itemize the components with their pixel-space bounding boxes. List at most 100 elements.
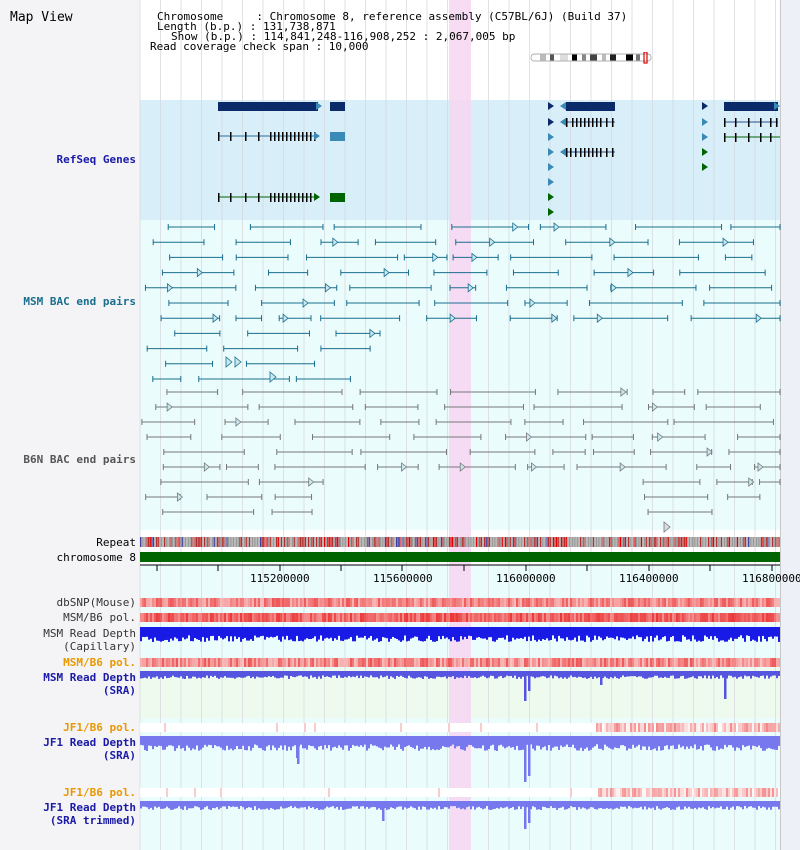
read-depth-bar: [772, 736, 774, 750]
polymorphism-mark: [492, 723, 494, 732]
read-depth-bar: [228, 671, 230, 678]
polymorphism-mark: [656, 613, 658, 622]
polymorphism-mark: [580, 723, 582, 732]
polymorphism-mark: [198, 788, 200, 797]
polymorphism-mark: [724, 598, 726, 607]
read-depth-bar: [414, 801, 416, 809]
track-label-refseq[interactable]: RefSeq Genes: [56, 153, 136, 166]
read-depth-bar: [344, 736, 346, 746]
track-label-b6n-bac[interactable]: B6N BAC end pairs: [23, 453, 136, 466]
read-depth-bar: [424, 671, 426, 677]
polymorphism-mark: [496, 613, 498, 622]
polymorphism-mark: [682, 658, 684, 667]
read-depth-bar: [744, 627, 746, 642]
read-depth-bar: [720, 736, 722, 749]
read-depth-bar: [196, 627, 198, 640]
read-depth-bar: [640, 801, 642, 807]
chromosome-ideogram[interactable]: [530, 52, 660, 64]
read-depth-bar: [260, 671, 262, 678]
vertical-scrollbar[interactable]: [780, 0, 800, 850]
read-depth-bar: [208, 671, 210, 679]
read-depth-bar: [730, 736, 732, 746]
repeat-mark: [388, 537, 390, 547]
repeat-mark: [261, 537, 263, 547]
repeat-mark: [514, 537, 516, 547]
repeat-mark: [760, 537, 763, 547]
info-chromosome: Chromosome : Chromosome 8, reference ass…: [157, 10, 628, 23]
read-depth-bar: [740, 801, 742, 808]
polymorphism-mark: [388, 723, 390, 732]
read-depth-bar: [168, 736, 170, 746]
polymorphism-mark: [270, 723, 272, 732]
repeat-mark: [319, 537, 321, 547]
polymorphism-mark: [678, 598, 680, 607]
polymorphism-mark: [540, 658, 542, 667]
read-depth-bar: [392, 736, 394, 747]
repeat-mark: [164, 537, 166, 547]
polymorphism-mark: [452, 788, 454, 797]
gene-arrow: [774, 102, 780, 110]
read-depth-bar: [728, 801, 730, 810]
polymorphism-mark: [690, 788, 692, 797]
polymorphism-mark: [560, 598, 562, 607]
read-depth-bar: [372, 736, 374, 746]
read-depth-bar: [422, 801, 424, 807]
read-depth-bar: [506, 801, 508, 807]
repeat-mark: [511, 537, 513, 547]
read-depth-bar: [400, 671, 402, 676]
read-depth-bar: [148, 627, 150, 640]
repeat-mark: [268, 537, 270, 547]
polymorphism-mark: [756, 723, 758, 732]
repeat-mark: [608, 537, 611, 547]
polymorphism-mark: [664, 613, 666, 622]
read-depth-bar: [622, 671, 624, 676]
read-depth-bar: [422, 627, 424, 642]
read-depth-bar: [234, 801, 236, 807]
read-depth-bar: [674, 736, 676, 750]
polymorphism-mark: [360, 613, 362, 622]
read-depth-bar: [278, 671, 280, 679]
read-depth-bar: [632, 627, 634, 637]
polymorphism-mark: [434, 658, 436, 667]
read-depth-bar: [770, 801, 772, 810]
polymorphism-mark: [600, 613, 602, 622]
read-depth-bar: [530, 671, 532, 677]
polymorphism-mark: [358, 598, 360, 607]
polymorphism-mark: [182, 723, 184, 732]
read-depth-bar: [318, 627, 320, 640]
polymorphism-mark: [414, 598, 416, 607]
read-depth-bar: [618, 671, 620, 679]
polymorphism-mark: [520, 788, 522, 797]
polymorphism-mark: [270, 788, 272, 797]
polymorphism-mark: [678, 613, 680, 622]
polymorphism-mark: [672, 598, 674, 607]
polymorphism-mark: [152, 788, 154, 797]
read-depth-bar: [204, 627, 206, 642]
polymorphism-mark: [360, 788, 362, 797]
polymorphism-mark: [324, 788, 326, 797]
read-depth-bar: [234, 627, 236, 637]
polymorphism-mark: [758, 788, 760, 797]
read-depth-bar: [502, 736, 504, 747]
track-label-msm-bac[interactable]: MSM BAC end pairs: [23, 295, 136, 308]
read-depth-bar: [240, 627, 242, 642]
polymorphism-mark: [632, 613, 634, 622]
read-depth-bar: [516, 801, 518, 810]
polymorphism-mark: [646, 788, 648, 797]
polymorphism-mark: [728, 723, 730, 732]
read-depth-bar: [536, 801, 538, 810]
read-depth-bar: [354, 671, 356, 678]
polymorphism-mark: [740, 613, 742, 622]
repeat-mark: [618, 537, 620, 547]
polymorphism-mark: [310, 723, 312, 732]
read-depth-bar: [468, 801, 470, 807]
repeat-mark: [749, 537, 751, 547]
bac-end-arrow: [203, 462, 210, 472]
read-depth-bar: [620, 627, 622, 638]
read-depth-bar: [624, 801, 626, 807]
polymorphism-mark: [306, 658, 308, 667]
polymorphism-mark: [272, 723, 274, 732]
read-depth-bar: [366, 736, 368, 751]
repeat-mark: [226, 537, 228, 547]
